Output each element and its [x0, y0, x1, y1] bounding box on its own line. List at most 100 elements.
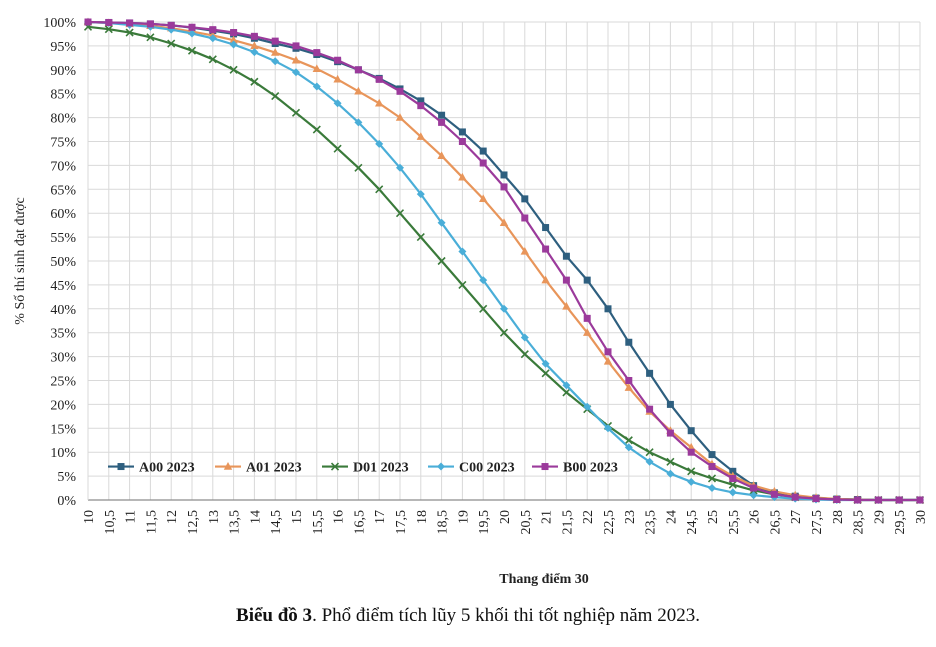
legend-item: C00 2023: [428, 461, 515, 476]
data-point: [479, 304, 488, 313]
data-point: [500, 183, 508, 191]
x-tick-label: 10: [82, 510, 97, 524]
data-point: [105, 18, 113, 26]
data-point: [417, 97, 425, 105]
data-point: [562, 301, 571, 310]
data-point: [84, 18, 92, 26]
x-tick-label: 21,5: [560, 510, 575, 535]
data-point: [396, 163, 404, 172]
x-tick-label: 11: [124, 510, 139, 523]
data-point: [437, 218, 446, 227]
data-point: [708, 484, 716, 493]
data-point: [229, 65, 238, 74]
data-point: [542, 224, 550, 232]
data-point: [500, 171, 508, 179]
chart: 0% 5% 10% 15% 20% 25% 30% 35% 40% 45% 50% 55% 60% 65%…: [13, 16, 929, 587]
x-tick-label: 14,5: [269, 510, 284, 535]
x-tick-label: 22: [581, 510, 596, 524]
data-point: [104, 25, 113, 34]
data-point: [271, 92, 280, 101]
data-point: [291, 55, 301, 64]
x-tick-label: 28,5: [852, 510, 867, 535]
data-point: [604, 348, 612, 356]
data-point: [188, 29, 196, 38]
data-point: [354, 66, 362, 74]
data-point: [687, 477, 696, 486]
data-point: [707, 474, 717, 483]
x-tick-label: 29,5: [893, 510, 908, 535]
data-point: [458, 128, 466, 136]
data-point: [646, 405, 654, 413]
x-tick-label: 29: [872, 510, 887, 524]
data-point: [854, 496, 862, 504]
data-point: [895, 496, 903, 504]
data-point: [312, 125, 321, 134]
data-point: [583, 328, 592, 336]
data-point: [146, 33, 155, 42]
data-point: [666, 429, 674, 437]
data-point: [209, 26, 217, 34]
legend-item: B00 2023: [532, 461, 618, 476]
data-point: [500, 304, 508, 313]
data-point: [520, 333, 529, 342]
y-tick-label: 80%: [50, 112, 76, 127]
data-point: [624, 436, 633, 445]
data-point: [437, 256, 446, 266]
x-tick-label: 17: [373, 510, 388, 524]
data-point: [208, 55, 217, 64]
data-point: [583, 402, 592, 411]
x-tick-label: 26: [748, 510, 763, 524]
x-tick-label: 17,5: [394, 510, 409, 535]
data-point: [229, 40, 238, 49]
data-point: [458, 138, 466, 145]
data-point: [333, 144, 342, 153]
x-tick-label: 21: [540, 510, 555, 524]
data-point: [188, 23, 196, 31]
data-point: [187, 46, 197, 55]
data-point: [250, 48, 259, 57]
caption-text: . Phổ điểm tích lũy 5 khối thi tốt nghiệ…: [312, 605, 700, 626]
legend-label: C00 2023: [459, 461, 515, 476]
data-point: [375, 75, 383, 83]
data-point: [708, 451, 716, 459]
data-point: [458, 280, 467, 289]
y-axis-label: % Số thí sinh đạt được: [13, 197, 28, 324]
legend-item: A00 2023: [108, 461, 195, 476]
data-point: [541, 359, 550, 368]
data-point: [646, 369, 654, 377]
data-point: [562, 252, 570, 260]
y-tick-label: 95%: [50, 40, 76, 55]
data-point: [230, 29, 238, 37]
data-point: [729, 474, 737, 482]
legend-swatch-marker: [437, 462, 445, 471]
legend-swatch-marker: [223, 462, 233, 470]
data-point: [562, 276, 570, 284]
data-point: [562, 381, 571, 390]
data-point: [125, 28, 134, 37]
legend-item: A01 2023: [215, 461, 302, 476]
data-point: [354, 163, 363, 172]
y-tick-label: 40%: [50, 303, 76, 318]
data-point: [334, 56, 342, 64]
data-point: [313, 49, 321, 57]
data-point: [312, 82, 321, 91]
x-tick-label: 20: [498, 510, 513, 524]
data-point: [333, 99, 342, 108]
x-tick-label: 13: [207, 510, 222, 524]
data-point: [708, 463, 716, 471]
x-tick-label: 30: [914, 510, 929, 524]
x-tick-label: 16: [332, 510, 347, 524]
x-tick-label: 15: [290, 510, 305, 524]
x-tick-label: 12: [165, 510, 180, 524]
data-point: [728, 488, 737, 497]
data-point: [417, 102, 425, 110]
x-tick-label: 26,5: [768, 510, 783, 535]
data-point: [396, 87, 404, 95]
x-tick-label: 10,5: [103, 510, 118, 535]
data-point: [687, 427, 695, 435]
data-point: [395, 209, 405, 218]
y-tick-label: 15%: [50, 422, 76, 437]
x-tick-label: 12,5: [186, 510, 201, 535]
data-point: [687, 467, 696, 476]
y-tick-label: 10%: [50, 446, 76, 461]
